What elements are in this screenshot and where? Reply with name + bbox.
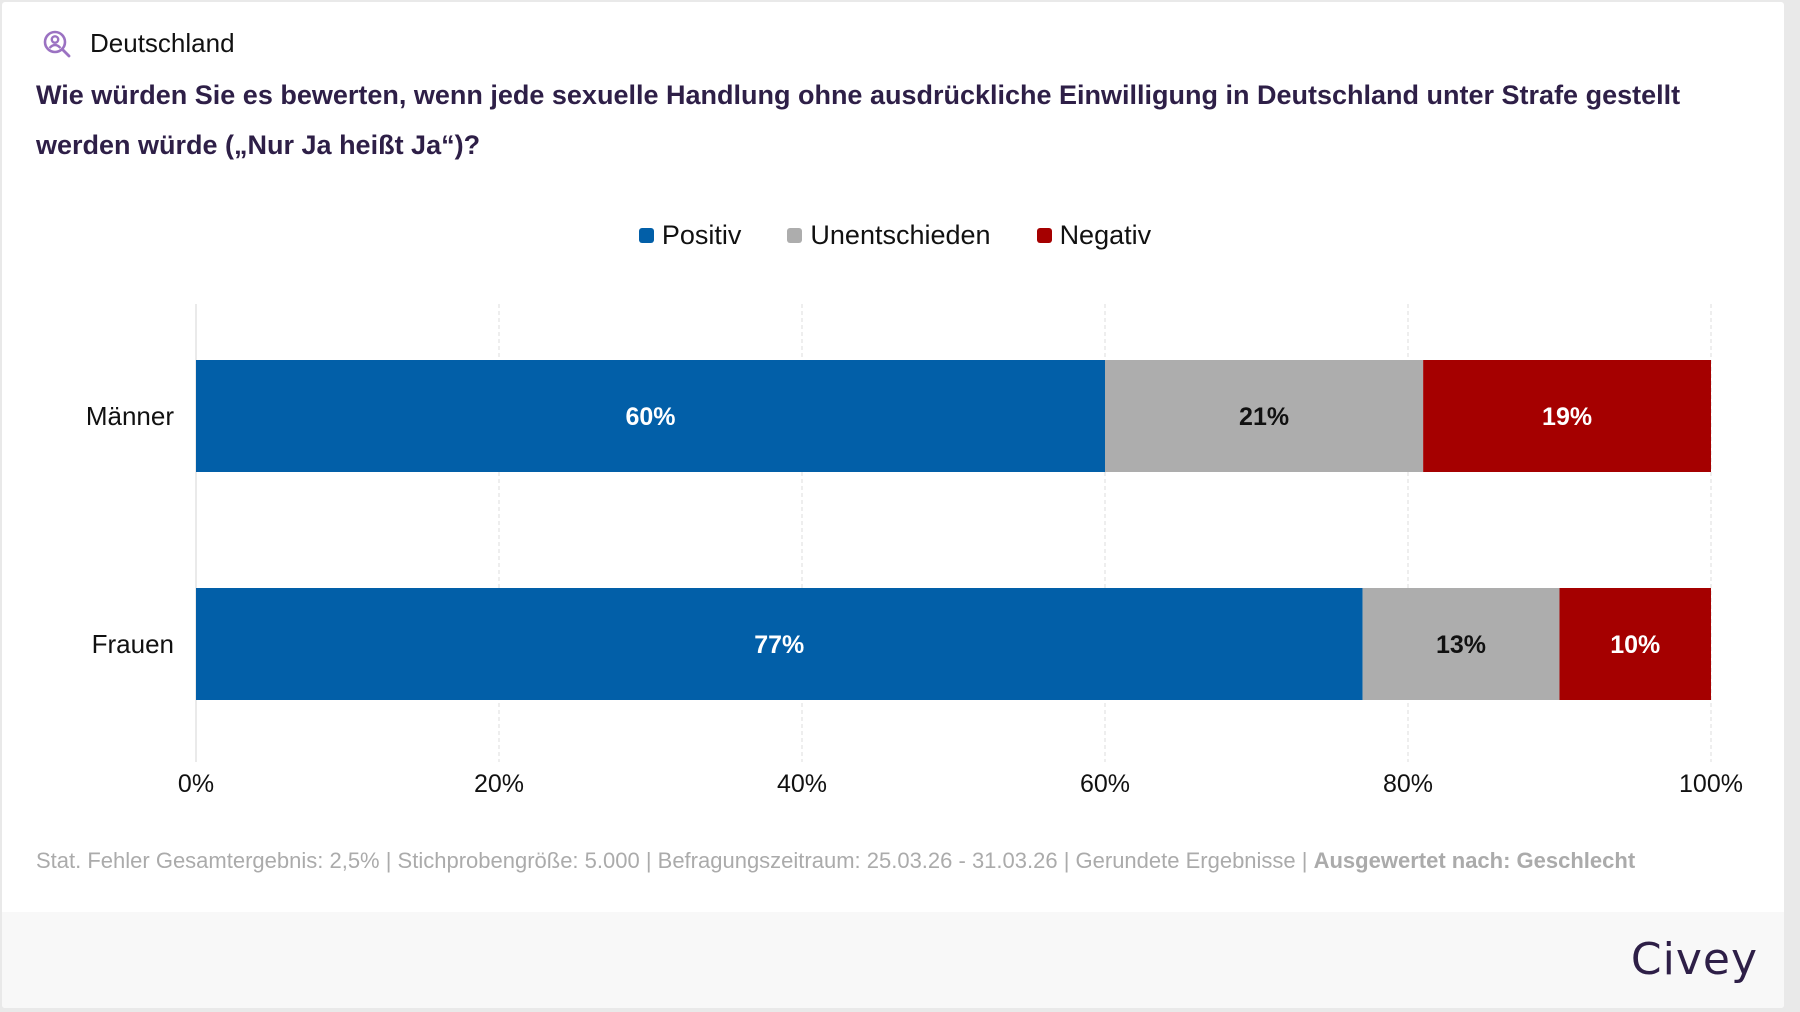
data-label: 60% [625, 403, 675, 431]
footer-band [2, 912, 1784, 1008]
data-label: 19% [1542, 403, 1592, 431]
legend-swatch [1036, 228, 1052, 243]
legend-item-positiv[interactable]: Positiv [638, 220, 742, 251]
x-tick-label: 60% [1080, 770, 1130, 798]
bar-segment-positiv [196, 588, 1363, 700]
data-label: 13% [1436, 631, 1486, 659]
civey-logo: Civey [1630, 934, 1758, 985]
legend-swatch [638, 228, 654, 243]
legend-label: Unentschieden [810, 220, 991, 250]
x-tick-label: 40% [777, 770, 827, 798]
legend-swatch [787, 228, 803, 243]
person-search-icon [43, 30, 71, 57]
legend-label: Negativ [1059, 220, 1152, 250]
bar-segment-negativ [1423, 360, 1711, 472]
data-label: 10% [1610, 631, 1660, 659]
region-label: Deutschland [90, 28, 235, 58]
region-header: Deutschland [42, 28, 235, 59]
data-label: 21% [1239, 403, 1289, 431]
x-tick-label: 100% [1679, 770, 1743, 798]
methodology-note: Stat. Fehler Gesamtergebnis: 2,5% | Stic… [36, 848, 1635, 874]
methodology-text: Stat. Fehler Gesamtergebnis: 2,5% | Stic… [36, 848, 1314, 873]
category-label: Frauen [92, 629, 174, 659]
bar-segment-unentschieden [1105, 360, 1424, 472]
legend-item-negativ[interactable]: Negativ [1036, 220, 1152, 251]
breakdown-text: Ausgewertet nach: Geschlecht [1313, 848, 1636, 873]
bar-segment-positiv [196, 360, 1105, 472]
chart-legend: Positiv Unentschieden Negativ [2, 220, 1784, 251]
legend-label: Positiv [661, 220, 742, 250]
data-label: 77% [754, 631, 804, 659]
x-tick-label: 0% [178, 770, 214, 798]
legend-item-unentschieden[interactable]: Unentschieden [787, 220, 991, 251]
x-tick-label: 80% [1383, 770, 1433, 798]
bar-segment-unentschieden [1362, 588, 1560, 700]
stacked-bar-chart: 0% 20% 40% 60% 80% 100% Männer 60% 21% 19% Frauen 7… [86, 304, 1743, 798]
question-title: Wie würden Sie es bewerten, wenn jede se… [36, 80, 1681, 160]
x-tick-label: 20% [474, 770, 524, 798]
bar-segment-negativ [1559, 588, 1711, 700]
category-label: Männer [86, 401, 174, 431]
